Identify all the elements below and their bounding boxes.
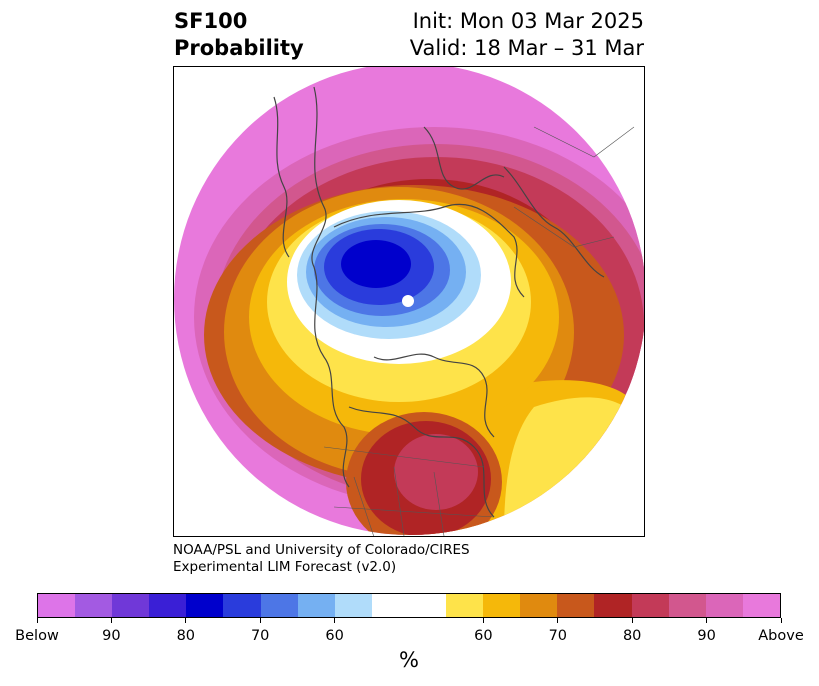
border-states-3 (433, 471, 445, 536)
colorbar-segment (705, 594, 743, 617)
colorbar-segment (520, 594, 558, 617)
colorbar-segment (75, 594, 113, 617)
na-above-75-region (394, 434, 478, 510)
colorbar-segment (223, 594, 261, 617)
colorbar-segment (112, 594, 150, 617)
colorbar-tick-mark (482, 618, 484, 623)
chart-title-left: SF100 Probability (174, 8, 304, 62)
colorbar-tick-mark (706, 618, 708, 623)
colorbar-tick-label: 70 (250, 628, 270, 644)
coastline-europe (503, 166, 605, 278)
probability-field (174, 67, 644, 535)
colorbar-tick-mark (780, 618, 782, 623)
colorbar-segment (557, 594, 595, 617)
colorbar-segment (149, 594, 187, 617)
colorbar-tick-label: 70 (548, 628, 568, 644)
variable-title: SF100 (174, 9, 248, 33)
coastlines (273, 86, 605, 518)
credit-line-2: Experimental LIM Forecast (v2.0) (173, 559, 397, 575)
colorbar-segment (594, 594, 632, 617)
chart-title-right: Init: Mon 03 Mar 2025 Valid: 18 Mar – 31… (410, 8, 644, 62)
border-russia (533, 126, 635, 158)
colorbar-segment (483, 594, 521, 617)
colorbar-segment (371, 594, 409, 617)
credit-text: NOAA/PSL and University of Colorado/CIRE… (173, 542, 470, 576)
pole-hole (402, 295, 414, 307)
colorbar-tick-label: 90 (102, 628, 121, 644)
polar-map (174, 67, 644, 536)
colorbar-tick-mark (631, 618, 633, 623)
probability-title: Probability (174, 36, 304, 60)
colorbar-segment (631, 594, 669, 617)
below-75-region (341, 240, 411, 288)
colorbar-unit-label: % (399, 648, 419, 672)
colorbar-segment (38, 594, 76, 617)
coastline-west (311, 86, 350, 488)
coastline-siberia (423, 126, 505, 190)
colorbar-tick-label: Above (758, 628, 804, 644)
colorbar-tick-mark (259, 618, 261, 623)
colorbar-tick-label: 80 (622, 628, 642, 644)
borders (323, 126, 635, 536)
colorbar-tick-mark (110, 618, 112, 623)
colorbar-segment (186, 594, 224, 617)
colorbar-segment (446, 594, 484, 617)
colorbar-tick-label: 60 (325, 628, 344, 644)
valid-range: Valid: 18 Mar – 31 Mar (409, 36, 644, 60)
colorbar-segment (408, 594, 447, 617)
colorbar-tick-label: 90 (697, 628, 716, 644)
border-states-4 (333, 506, 495, 518)
map-panel (173, 66, 645, 537)
colorbar-tick-mark (557, 618, 559, 623)
colorbar-segment (668, 594, 706, 617)
colorbar-segment (334, 594, 372, 617)
colorbar-tick-label: Below (15, 628, 59, 644)
colorbar-segment (260, 594, 298, 617)
border-states-2 (393, 466, 405, 536)
colorbar-tick-mark (334, 618, 336, 623)
credit-line-1: NOAA/PSL and University of Colorado/CIRE… (173, 542, 470, 558)
colorbar (37, 593, 781, 618)
colorbar-segment (742, 594, 780, 617)
init-date: Init: Mon 03 Mar 2025 (412, 9, 644, 33)
border-states-1 (353, 476, 374, 536)
colorbar-segment (297, 594, 335, 617)
border-europe (513, 206, 615, 248)
colorbar-tick-label: 80 (176, 628, 196, 644)
colorbar-tick-mark (185, 618, 187, 623)
border-us-canada (323, 446, 485, 468)
coastline-arctic (333, 203, 525, 298)
colorbar-tick-mark (36, 618, 38, 623)
coastline-na (348, 406, 495, 518)
coastline-asia (273, 96, 290, 258)
coastline-hudson (373, 353, 495, 438)
colorbar-tick-label: 60 (474, 628, 493, 644)
